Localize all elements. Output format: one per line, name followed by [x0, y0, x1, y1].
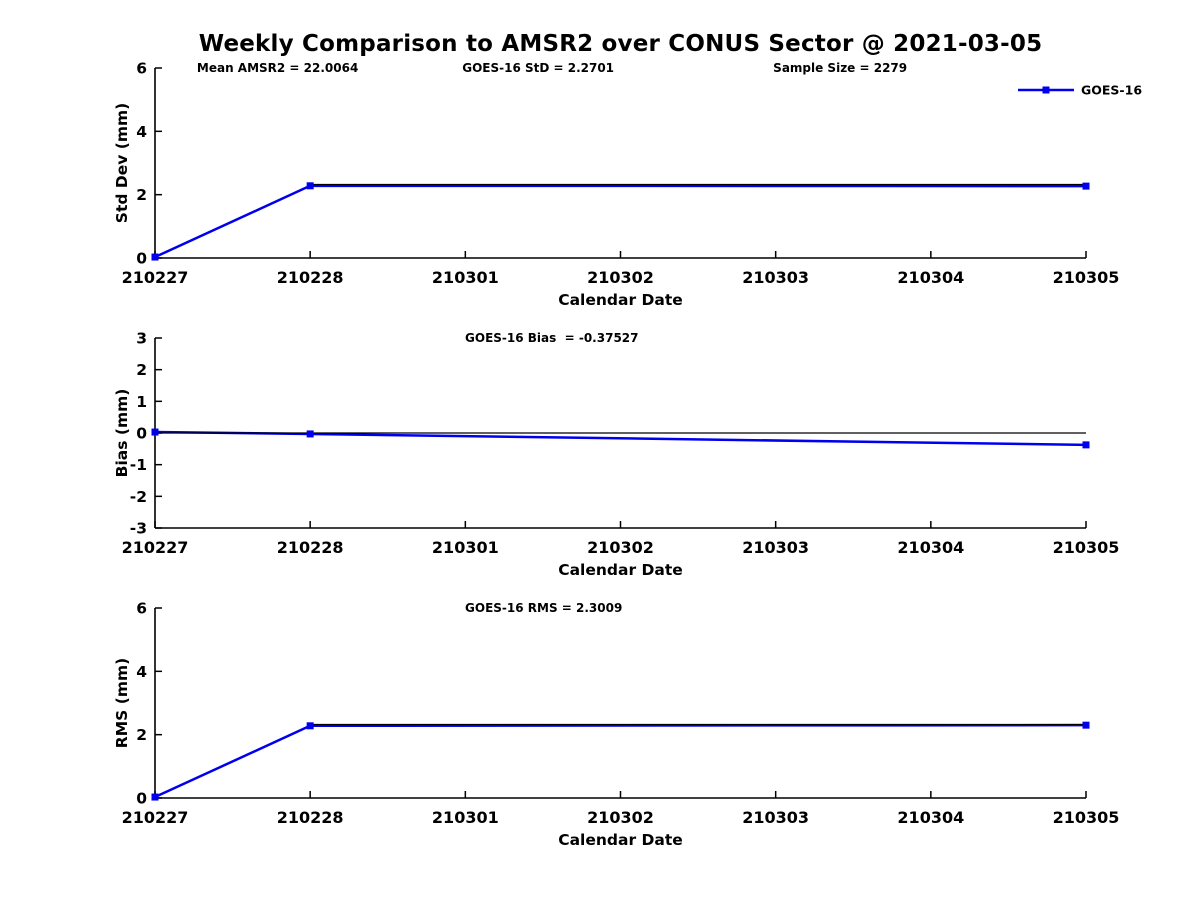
- data-point-marker: [1082, 721, 1090, 729]
- y-tick-label: -2: [130, 488, 147, 506]
- y-tick-label: 4: [136, 663, 147, 681]
- y-tick-label: 2: [136, 726, 147, 744]
- x-tick-label: 210227: [122, 538, 189, 557]
- legend-label: GOES-16: [1081, 83, 1142, 98]
- x-tick-label: 210228: [277, 268, 344, 287]
- y-tick-label: 2: [136, 361, 147, 379]
- y-tick-label: -3: [130, 520, 147, 538]
- x-tick-label: 210302: [587, 268, 654, 287]
- y-tick-label: 0: [136, 790, 147, 808]
- y-tick-label: 3: [136, 330, 147, 348]
- y-tick-label: 1: [136, 393, 147, 411]
- x-axis-label: Calendar Date: [558, 291, 683, 309]
- y-tick-label: 6: [136, 60, 147, 78]
- x-axis-label: Calendar Date: [558, 831, 683, 849]
- rms-panel: 0 2 4 6 210227 210228 210301 210302 210303 210304…: [113, 600, 1119, 850]
- series-line-goes-16: [154, 184, 1087, 259]
- series-line-goes-16: [154, 723, 1087, 799]
- y-tick-label: -1: [130, 456, 147, 474]
- series-line-goes-16: [154, 430, 1087, 447]
- stat-annotation: GOES-16 StD = 2.2701: [462, 61, 614, 75]
- data-point-marker: [1082, 182, 1090, 190]
- x-tick-label: 210228: [277, 538, 344, 557]
- x-tick-label: 210302: [587, 538, 654, 557]
- x-tick-label: 210303: [742, 808, 809, 827]
- data-point-marker: [306, 182, 314, 190]
- stat-annotation: GOES-16 Bias = -0.37527: [465, 331, 638, 345]
- stat-annotation: Mean AMSR2 = 22.0064: [197, 61, 358, 75]
- y-axis-label: RMS (mm): [113, 658, 131, 748]
- data-point-marker: [1082, 441, 1090, 449]
- figure-title: Weekly Comparison to AMSR2 over CONUS Se…: [198, 31, 1043, 57]
- y-tick-label: 4: [136, 123, 147, 141]
- stat-annotation: GOES-16 RMS = 2.3009: [465, 601, 622, 615]
- x-tick-label: 210301: [432, 268, 499, 287]
- data-point-marker: [151, 793, 159, 801]
- stat-annotation: Sample Size = 2279: [773, 61, 907, 75]
- legend: GOES-16: [1018, 83, 1142, 98]
- data-point-marker: [306, 430, 314, 438]
- data-point-marker: [151, 253, 159, 261]
- x-tick-label: 210227: [122, 808, 189, 827]
- y-tick-label: 2: [136, 186, 147, 204]
- x-tick-label: 210227: [122, 268, 189, 287]
- y-tick-label: 0: [136, 250, 147, 268]
- x-tick-label: 210302: [587, 808, 654, 827]
- x-tick-label: 210301: [432, 808, 499, 827]
- x-tick-label: 210303: [742, 538, 809, 557]
- y-axis-label: Bias (mm): [113, 389, 131, 478]
- x-tick-label: 210304: [897, 808, 964, 827]
- x-tick-label: 210305: [1053, 538, 1120, 557]
- y-tick-label: 0: [136, 425, 147, 443]
- x-tick-label: 210304: [897, 268, 964, 287]
- x-tick-label: 210304: [897, 538, 964, 557]
- y-axis-label: Std Dev (mm): [113, 103, 131, 223]
- legend-marker: [1042, 86, 1050, 94]
- data-point-marker: [151, 428, 159, 436]
- x-axis-label: Calendar Date: [558, 561, 683, 579]
- std-dev-panel: 0 2 4 6 210227 210228 210301 210302 210303 210304…: [113, 60, 1142, 310]
- x-tick-label: 210303: [742, 268, 809, 287]
- x-tick-label: 210305: [1053, 808, 1120, 827]
- data-point-marker: [306, 722, 314, 730]
- x-tick-label: 210301: [432, 538, 499, 557]
- y-tick-label: 6: [136, 600, 147, 618]
- x-tick-label: 210305: [1053, 268, 1120, 287]
- x-tick-label: 210228: [277, 808, 344, 827]
